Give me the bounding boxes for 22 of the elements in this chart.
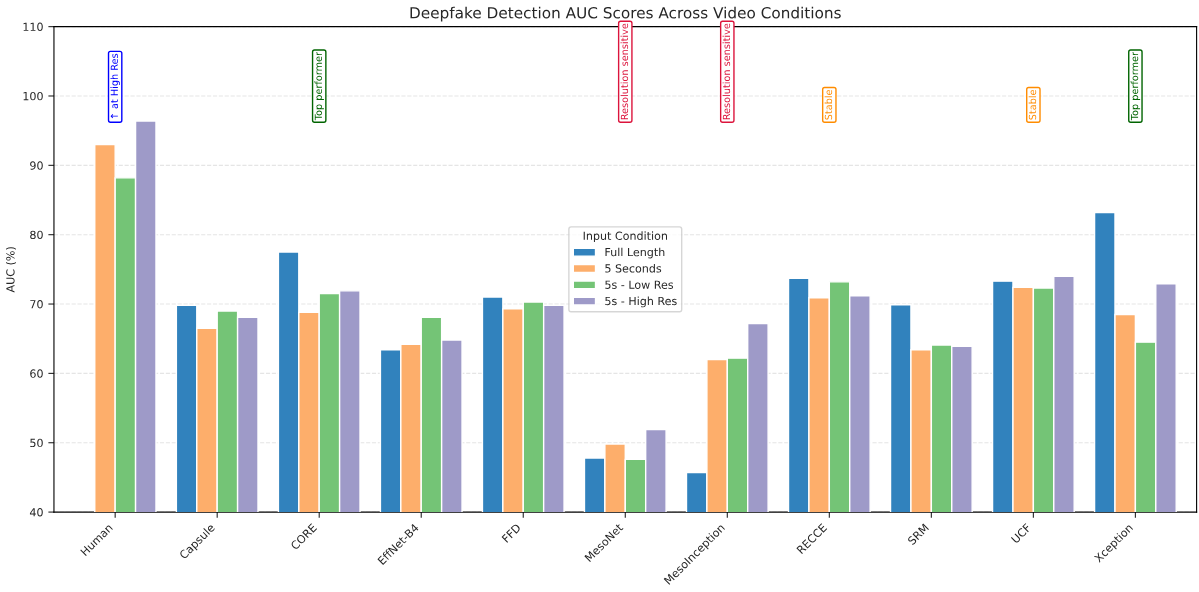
y-tick-label: 50 [30,438,43,448]
y-tick-label: 100 [23,91,43,101]
annotation: Top performer [314,51,324,121]
chart-title: Deepfake Detection AUC Scores Across Video Conditions [410,6,841,22]
annotation: ↑ at High Res [110,53,120,119]
legend-title: Input Condition [583,231,667,243]
legend-label: Full Length [605,247,665,259]
y-tick-label: 70 [30,300,43,309]
y-tick-label: 110 [23,22,43,32]
annotation: Resolution sensitive [620,23,629,120]
legend-label: 5s - High Res [605,296,677,308]
legend-label: 5 Seconds [605,263,662,273]
annotation: Stable [824,89,833,120]
y-axis-title: AUC (%) [6,247,16,293]
y-tick-label: 60 [30,369,43,378]
annotation: Resolution sensitive [722,23,731,120]
legend-label: 5s - Low Res [605,280,674,289]
y-tick-label: 40 [29,508,43,517]
annotation: Top performer [1130,51,1141,121]
y-tick-label: 80 [30,230,43,240]
annotation: Stable [1028,89,1037,120]
y-tick-label: 90 [30,161,43,170]
